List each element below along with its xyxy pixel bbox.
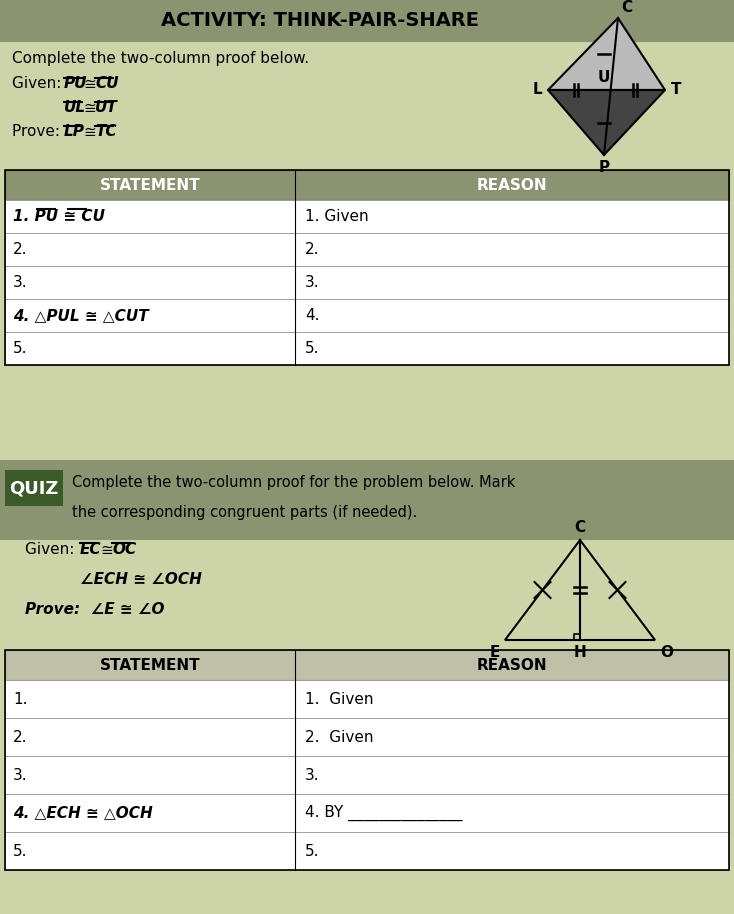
Text: Prove:  ∠E ≅ ∠O: Prove: ∠E ≅ ∠O: [25, 602, 164, 618]
Text: ≅: ≅: [83, 124, 95, 140]
Bar: [5, 170, 729, 365]
Text: 4. BY _______________: 4. BY _______________: [305, 805, 462, 821]
Bar: [5, 170, 729, 200]
Text: 4. △ECH ≅ △OCH: 4. △ECH ≅ △OCH: [13, 805, 153, 821]
Text: 5.: 5.: [305, 844, 319, 858]
Text: C: C: [621, 0, 632, 15]
Bar: [5, 756, 729, 794]
Text: 3.: 3.: [13, 275, 28, 290]
Text: ≅: ≅: [83, 77, 95, 91]
Text: ACTIVITY: THINK-PAIR-SHARE: ACTIVITY: THINK-PAIR-SHARE: [161, 12, 479, 30]
Text: 4.: 4.: [305, 308, 319, 323]
Text: OC: OC: [112, 543, 137, 558]
Text: 5.: 5.: [13, 844, 27, 858]
Text: 1. PU ≅ CU: 1. PU ≅ CU: [13, 209, 105, 224]
Text: LP: LP: [64, 124, 85, 140]
Text: E: E: [490, 645, 500, 660]
Bar: [5, 832, 729, 870]
Bar: [5, 650, 729, 680]
Text: UL: UL: [64, 101, 86, 115]
Bar: [5, 266, 729, 299]
Text: 4. △PUL ≅ △CUT: 4. △PUL ≅ △CUT: [13, 308, 148, 323]
Text: Complete the two-column proof for the problem below. Mark: Complete the two-column proof for the pr…: [72, 475, 515, 491]
Text: 3.: 3.: [305, 275, 319, 290]
Text: ≅: ≅: [100, 543, 113, 558]
Text: 2.: 2.: [13, 242, 27, 257]
Text: L: L: [532, 82, 542, 98]
Text: 5.: 5.: [13, 341, 27, 356]
Text: CU: CU: [95, 77, 119, 91]
Text: 2.  Given: 2. Given: [305, 729, 374, 745]
Bar: [5, 470, 63, 506]
Text: 1. Given: 1. Given: [305, 209, 368, 224]
Text: Prove:: Prove:: [12, 124, 65, 140]
Text: QUIZ: QUIZ: [10, 479, 59, 497]
Text: 5.: 5.: [305, 341, 319, 356]
Text: 3.: 3.: [305, 768, 319, 782]
Bar: [5, 680, 729, 718]
Text: PU: PU: [64, 77, 87, 91]
Text: 1.  Given: 1. Given: [305, 692, 374, 707]
Text: REASON: REASON: [476, 177, 548, 193]
Text: P: P: [598, 160, 609, 175]
Bar: [5, 332, 729, 365]
Bar: [5, 718, 729, 756]
Text: 2.: 2.: [305, 242, 319, 257]
Bar: [5, 200, 729, 233]
Text: TC: TC: [95, 124, 117, 140]
Text: ∠ECH ≅ ∠OCH: ∠ECH ≅ ∠OCH: [80, 572, 202, 588]
Text: REASON: REASON: [476, 657, 548, 673]
Text: Complete the two-column proof below.: Complete the two-column proof below.: [12, 50, 309, 66]
Text: UT: UT: [95, 101, 117, 115]
Bar: [5, 650, 729, 870]
Polygon shape: [548, 90, 665, 155]
Bar: [0, 0, 734, 42]
Text: Given:: Given:: [25, 543, 79, 558]
Text: ≅: ≅: [83, 101, 95, 115]
Text: U: U: [597, 70, 610, 85]
Bar: [5, 794, 729, 832]
Bar: [0, 460, 734, 540]
Text: T: T: [671, 82, 681, 98]
Text: STATEMENT: STATEMENT: [100, 177, 200, 193]
Bar: [5, 299, 729, 332]
Text: EC: EC: [80, 543, 101, 558]
Text: Given:: Given:: [12, 77, 66, 91]
Bar: [5, 233, 729, 266]
Text: O: O: [660, 645, 673, 660]
Text: 2.: 2.: [13, 729, 27, 745]
Polygon shape: [548, 18, 665, 90]
Text: 1.: 1.: [13, 692, 27, 707]
Text: the corresponding congruent parts (if needed).: the corresponding congruent parts (if ne…: [72, 505, 417, 520]
Text: H: H: [574, 645, 586, 660]
Text: STATEMENT: STATEMENT: [100, 657, 200, 673]
Text: 3.: 3.: [13, 768, 28, 782]
Text: C: C: [575, 520, 586, 535]
